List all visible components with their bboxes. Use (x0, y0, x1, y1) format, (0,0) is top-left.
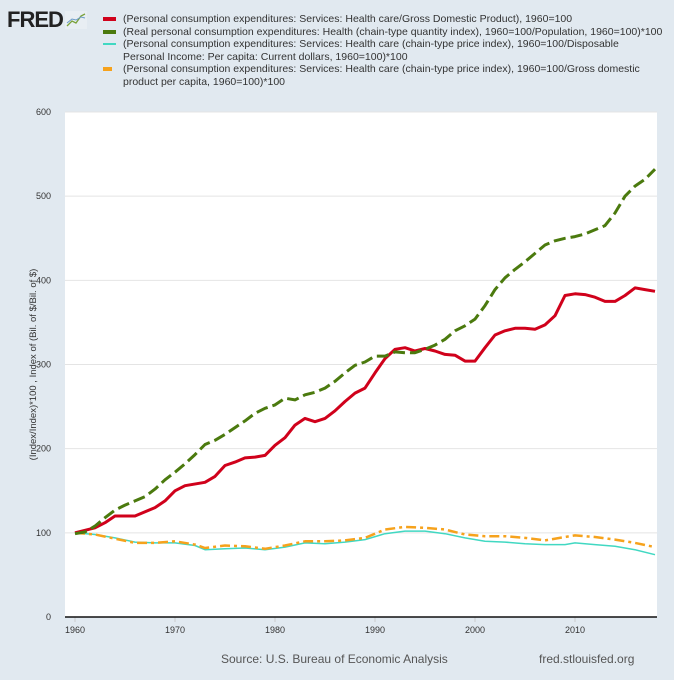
y-tick-label: 400 (36, 275, 51, 285)
fred-logo[interactable]: FRED (7, 7, 87, 33)
series-line-2 (74, 168, 657, 536)
y-tick-label: 200 (36, 444, 51, 454)
y-tick-label: 100 (36, 528, 51, 538)
legend-item[interactable]: (Personal consumption expenditures: Serv… (103, 63, 663, 88)
x-tick-label: 1970 (165, 625, 185, 635)
legend-label: (Personal consumption expenditures: Serv… (123, 38, 619, 63)
y-tick-label: 0 (46, 612, 51, 622)
y-tick-label: 500 (36, 191, 51, 201)
legend-item[interactable]: (Personal consumption expenditures: Serv… (103, 13, 663, 26)
chart-logo-icon (64, 11, 87, 29)
legend-swatch (103, 29, 116, 34)
x-tick-label: 2000 (465, 625, 485, 635)
y-axis-label: (Index/Index)*100 , Index of (Bil. of $/… (28, 269, 39, 461)
y-tick-label: 600 (36, 107, 51, 117)
legend-item[interactable]: (Personal consumption expenditures: Serv… (103, 38, 663, 63)
series-line-1 (74, 286, 656, 535)
legend-item[interactable]: (Real personal consumption expenditures:… (103, 26, 663, 39)
x-tick-label: 2010 (565, 625, 585, 635)
legend: (Personal consumption expenditures: Serv… (103, 13, 663, 88)
legend-label: (Personal consumption expenditures: Serv… (123, 63, 640, 88)
legend-label: (Personal consumption expenditures: Serv… (123, 13, 573, 25)
x-tick-label: 1990 (365, 625, 385, 635)
legend-swatch (103, 17, 116, 21)
x-tick-label: 1980 (265, 625, 285, 635)
y-tick-label: 300 (36, 360, 51, 370)
logo-text: FRED (7, 7, 64, 32)
legend-swatch (103, 43, 116, 45)
site-link[interactable]: fred.stlouisfed.org (539, 652, 635, 666)
x-tick-label: 1960 (65, 625, 85, 635)
legend-swatch (103, 67, 112, 71)
series-line-3 (74, 530, 656, 556)
legend-label: (Real personal consumption expenditures:… (123, 25, 663, 38)
source-note: Source: U.S. Bureau of Economic Analysis (221, 652, 448, 666)
